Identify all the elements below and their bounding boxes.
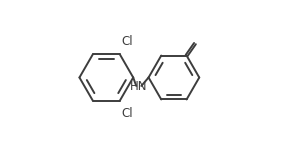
- Text: Cl: Cl: [121, 35, 133, 48]
- Text: Cl: Cl: [121, 107, 133, 120]
- Text: HN: HN: [130, 80, 147, 93]
